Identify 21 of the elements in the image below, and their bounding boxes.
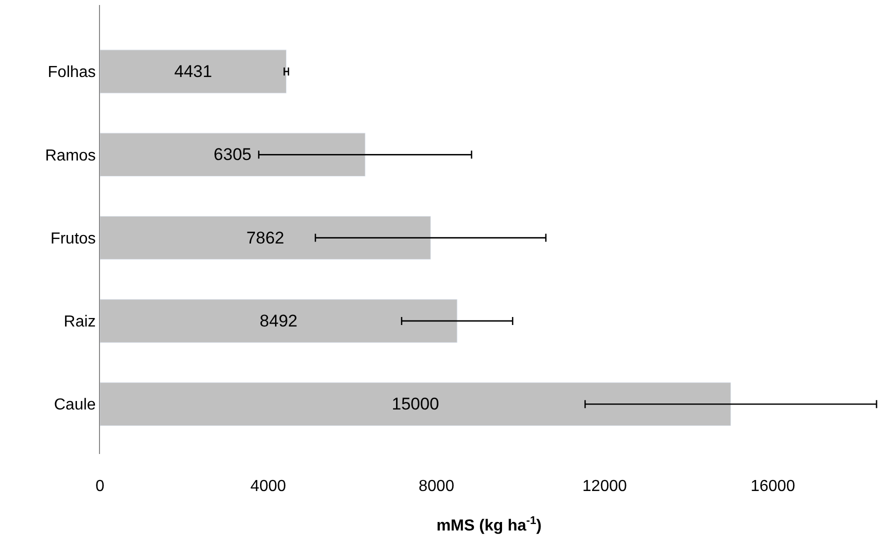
x-axis-title: mMS (kg ha$^{-1}$) (436, 514, 542, 535)
y-tick-label: Folhas (48, 64, 96, 82)
data-label: 7862 (246, 228, 284, 248)
bar (100, 382, 732, 426)
y-tick-label: Ramos (45, 147, 96, 164)
x-tick-label: 0 (96, 478, 105, 495)
bar (100, 216, 431, 260)
y-tick-label: Raiz (64, 314, 96, 331)
data-label: 6305 (214, 145, 252, 164)
bar (100, 132, 366, 177)
data-label: 4431 (174, 62, 212, 82)
bar (100, 50, 287, 94)
x-tick-label: 12000 (582, 478, 627, 495)
data-label: 8492 (260, 311, 298, 330)
y-tick-label: Frutos (50, 230, 96, 248)
x-tick-label: 8000 (418, 478, 454, 495)
x-tick-label: 16000 (750, 478, 796, 495)
x-tick-label: 4000 (250, 478, 286, 495)
data-label: 15000 (392, 394, 440, 414)
y-tick-label: Caule (54, 396, 96, 414)
bar (100, 299, 458, 343)
